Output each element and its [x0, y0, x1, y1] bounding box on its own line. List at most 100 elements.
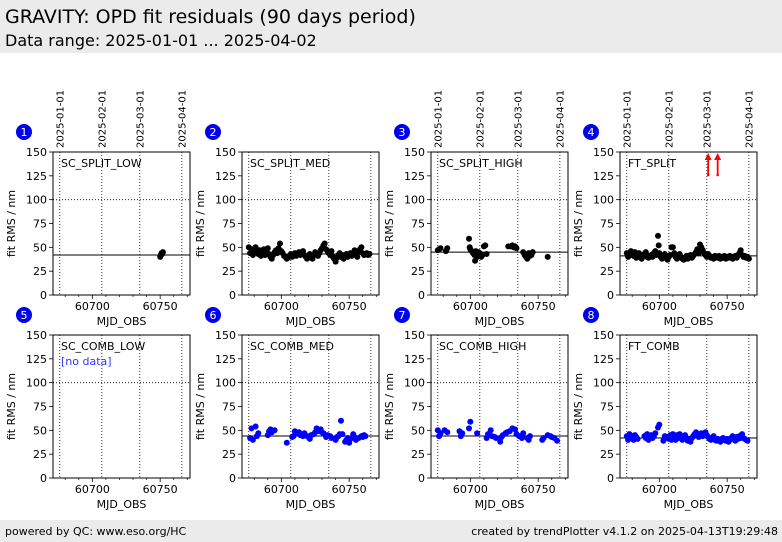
data-point [264, 245, 271, 252]
chart-panel-1: 1 2025-01-01 2025-02-01 2025-03-01 2025-04-0… [5, 90, 191, 328]
y-tick-label: 75 [600, 401, 614, 414]
x-tick-label: 60700 [264, 300, 299, 313]
y-tick-label: 25 [411, 265, 425, 278]
data-range-subtitle: Data range: 2025-01-01 ... 2025-04-02 [5, 31, 317, 50]
data-point [518, 435, 525, 441]
chart-panel-7: 7 0 25 50 75 100 125 150 60700 60750 SC_COMB_HIGH M… [383, 307, 569, 511]
data-point [669, 244, 676, 251]
outlier-arrow-icon [704, 153, 712, 160]
data-point [255, 430, 262, 437]
panel-title: SC_COMB_HIGH [439, 340, 526, 353]
panel-number-badge [583, 124, 599, 140]
x-tick-label: 60700 [453, 300, 488, 313]
plot-frame [52, 151, 191, 296]
y-tick-label: 75 [222, 401, 236, 414]
data-point [512, 426, 519, 433]
y-tick-label: 50 [222, 424, 236, 437]
data-point [328, 248, 335, 255]
y-tick-label: 150 [215, 329, 236, 342]
y-tick-label: 150 [26, 329, 47, 342]
y-tick-label: 0 [229, 472, 236, 485]
panel-number-label: 7 [399, 309, 406, 322]
y-tick-label: 50 [411, 424, 425, 437]
y-tick-label: 150 [404, 329, 425, 342]
panel-number-badge [205, 307, 221, 323]
data-point [660, 437, 667, 444]
data-point [338, 417, 344, 424]
no-data-label: [no data] [61, 355, 112, 368]
x-axis-label: MJD_OBS [97, 315, 147, 328]
x-axis-label: MJD_OBS [286, 315, 336, 328]
y-tick-label: 50 [222, 241, 236, 254]
plot-frame [52, 334, 191, 479]
panel-title: SC_SPLIT_HIGH [439, 157, 523, 170]
data-point [655, 232, 661, 239]
panel-title: SC_COMB_LOW [61, 340, 145, 353]
date-tick-label: 2025-01-01 [55, 90, 66, 148]
panel-number-label: 8 [588, 309, 595, 322]
y-axis-label: fit RMS / nm [194, 190, 207, 257]
y-axis-label: fit RMS / nm [5, 373, 18, 440]
y-tick-label: 0 [40, 472, 47, 485]
y-axis-label: fit RMS / nm [194, 373, 207, 440]
panel-title: SC_SPLIT_MED [250, 157, 330, 170]
panel-title: SC_COMB_MED [250, 340, 334, 353]
footer-created-by: created by trendPlotter v4.1.2 on 2025-0… [471, 525, 778, 538]
y-tick-label: 50 [411, 241, 425, 254]
data-point [634, 435, 641, 442]
y-tick-label: 125 [26, 170, 47, 183]
data-point [497, 438, 504, 445]
y-tick-label: 100 [593, 377, 614, 390]
data-point [159, 249, 166, 256]
x-tick-label: 60700 [75, 483, 110, 496]
footer: powered by QC: www.eso.org/HC created by… [0, 520, 782, 542]
panel-number-label: 5 [21, 309, 28, 322]
y-tick-label: 125 [593, 170, 614, 183]
date-tick-label: 2025-02-01 [97, 90, 108, 148]
data-point [366, 251, 373, 257]
y-tick-label: 75 [600, 218, 614, 231]
y-tick-label: 75 [222, 218, 236, 231]
panel-title: FT_COMB [628, 340, 680, 353]
panel-title: SC_SPLIT_LOW [61, 157, 142, 170]
y-tick-label: 100 [404, 194, 425, 207]
x-tick-label: 60750 [710, 300, 745, 313]
data-point [483, 251, 490, 257]
y-tick-label: 100 [215, 194, 236, 207]
plot-frame [241, 151, 380, 296]
y-tick-label: 25 [600, 448, 614, 461]
x-tick-label: 60700 [642, 300, 677, 313]
plot-frame [619, 151, 758, 296]
data-point [745, 255, 752, 262]
x-axis-label: MJD_OBS [97, 498, 147, 511]
outlier-arrow-icon [714, 153, 722, 160]
panel-number-badge [16, 307, 32, 323]
x-tick-label: 60750 [332, 483, 367, 496]
date-tick-label: 2025-04-01 [744, 90, 755, 148]
data-point [354, 253, 361, 260]
plot-frame [430, 334, 569, 479]
y-tick-label: 125 [404, 353, 425, 366]
x-tick-label: 60750 [143, 483, 178, 496]
y-tick-label: 50 [600, 424, 614, 437]
data-point [252, 423, 259, 430]
data-point [466, 235, 472, 242]
data-point [444, 245, 451, 252]
y-tick-label: 125 [215, 170, 236, 183]
chart-panel-6: 6 0 25 50 75 100 125 150 60700 60750 SC_COMB_MED MJ… [194, 307, 380, 511]
date-tick-label: 2025-03-01 [135, 90, 146, 148]
panel-number-badge [394, 124, 410, 140]
y-tick-label: 100 [404, 377, 425, 390]
panel-number-badge [205, 124, 221, 140]
chart-panel-3: 3 2025-01-01 2025-02-01 2025-03-01 2025-04-0… [383, 90, 569, 328]
y-tick-label: 50 [600, 241, 614, 254]
data-point [513, 245, 520, 252]
y-tick-label: 100 [26, 377, 47, 390]
x-axis-label: MJD_OBS [475, 315, 525, 328]
date-tick-label: 2025-01-01 [622, 90, 633, 148]
panel-title: FT_SPLIT [628, 157, 676, 170]
chart-panel-8: 8 0 25 50 75 100 125 150 60700 60750 FT_COMB MJD_OB… [572, 307, 758, 511]
plot-frame [241, 334, 380, 479]
panel-number-label: 6 [210, 309, 217, 322]
footer-powered-by: powered by QC: www.eso.org/HC [5, 525, 187, 538]
